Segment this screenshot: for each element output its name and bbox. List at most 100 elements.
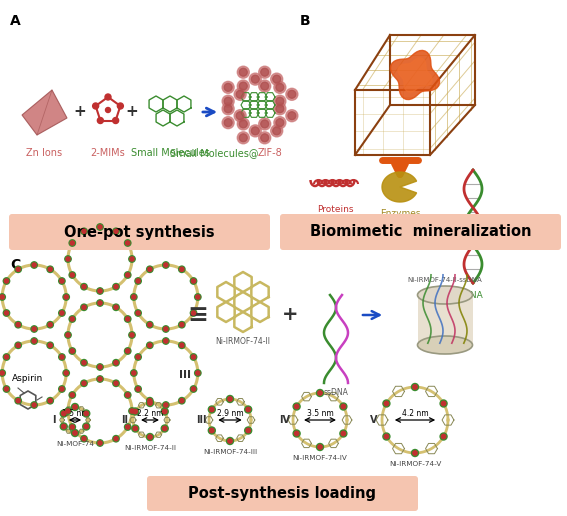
Circle shape (48, 343, 52, 347)
Circle shape (59, 354, 65, 360)
Text: One-pot synthesis: One-pot synthesis (64, 224, 215, 239)
Circle shape (161, 425, 168, 432)
Circle shape (69, 424, 75, 430)
Circle shape (113, 380, 119, 386)
Circle shape (60, 387, 64, 391)
Text: Zn Ions: Zn Ions (26, 148, 62, 158)
Circle shape (117, 103, 124, 109)
Circle shape (70, 317, 74, 321)
Circle shape (147, 321, 153, 328)
Polygon shape (22, 90, 67, 135)
Circle shape (239, 120, 247, 128)
Circle shape (60, 355, 64, 359)
Circle shape (316, 443, 324, 450)
Circle shape (136, 355, 140, 359)
Circle shape (340, 403, 347, 410)
Text: +: + (126, 105, 138, 120)
Circle shape (222, 117, 234, 128)
Circle shape (48, 267, 52, 271)
Circle shape (126, 241, 130, 245)
Circle shape (261, 82, 269, 90)
Circle shape (97, 224, 103, 230)
Circle shape (31, 338, 37, 344)
Circle shape (228, 397, 232, 401)
Circle shape (62, 411, 66, 416)
Circle shape (0, 294, 5, 300)
Circle shape (163, 402, 169, 408)
Text: I: I (52, 415, 56, 425)
Circle shape (130, 257, 134, 261)
Circle shape (274, 82, 286, 93)
Text: +: + (74, 105, 86, 120)
Circle shape (192, 387, 196, 391)
Circle shape (48, 322, 52, 327)
Circle shape (236, 90, 244, 98)
Circle shape (82, 381, 86, 385)
Circle shape (246, 428, 251, 433)
Circle shape (48, 399, 52, 403)
FancyBboxPatch shape (280, 214, 561, 250)
Circle shape (192, 311, 196, 315)
Circle shape (3, 310, 10, 316)
Circle shape (125, 316, 131, 322)
Circle shape (98, 301, 102, 305)
Circle shape (180, 267, 184, 271)
Circle shape (441, 401, 446, 406)
Circle shape (60, 423, 67, 430)
Circle shape (69, 392, 75, 398)
FancyBboxPatch shape (9, 214, 270, 250)
Circle shape (31, 262, 37, 268)
Circle shape (224, 105, 232, 113)
Circle shape (239, 68, 247, 76)
Circle shape (15, 266, 22, 272)
Circle shape (98, 441, 102, 445)
Text: Enzymes: Enzymes (380, 209, 420, 218)
Circle shape (245, 427, 252, 434)
Circle shape (98, 289, 102, 293)
Circle shape (259, 132, 270, 144)
Polygon shape (382, 172, 417, 202)
Circle shape (341, 431, 345, 436)
Circle shape (148, 435, 152, 439)
Circle shape (222, 103, 234, 115)
Text: A: A (10, 14, 21, 28)
Circle shape (59, 278, 65, 284)
Circle shape (210, 407, 214, 412)
Circle shape (261, 120, 269, 128)
Text: IV: IV (280, 415, 290, 425)
Circle shape (163, 426, 167, 431)
Circle shape (47, 321, 53, 328)
Circle shape (239, 134, 247, 142)
Circle shape (191, 386, 197, 392)
Circle shape (318, 445, 322, 449)
Circle shape (113, 360, 119, 366)
Circle shape (125, 348, 131, 354)
Circle shape (316, 390, 324, 396)
Circle shape (147, 266, 153, 272)
Circle shape (286, 110, 298, 122)
Circle shape (114, 305, 118, 310)
Circle shape (81, 380, 87, 386)
Circle shape (0, 295, 5, 299)
Circle shape (222, 82, 234, 93)
Circle shape (32, 327, 36, 331)
Circle shape (82, 285, 86, 289)
Circle shape (126, 393, 130, 397)
Circle shape (222, 95, 234, 107)
Circle shape (192, 355, 196, 359)
Circle shape (237, 132, 249, 144)
Circle shape (413, 451, 417, 455)
Circle shape (383, 400, 390, 407)
Circle shape (147, 342, 153, 348)
Circle shape (191, 278, 197, 284)
Circle shape (32, 339, 36, 343)
Circle shape (133, 426, 137, 431)
Circle shape (81, 228, 87, 234)
Text: ZIF-8: ZIF-8 (258, 148, 283, 158)
Circle shape (135, 386, 141, 392)
Circle shape (83, 423, 90, 430)
Circle shape (82, 305, 86, 310)
Circle shape (194, 370, 201, 376)
Circle shape (180, 322, 184, 327)
Text: 3.5 nm: 3.5 nm (307, 409, 333, 418)
